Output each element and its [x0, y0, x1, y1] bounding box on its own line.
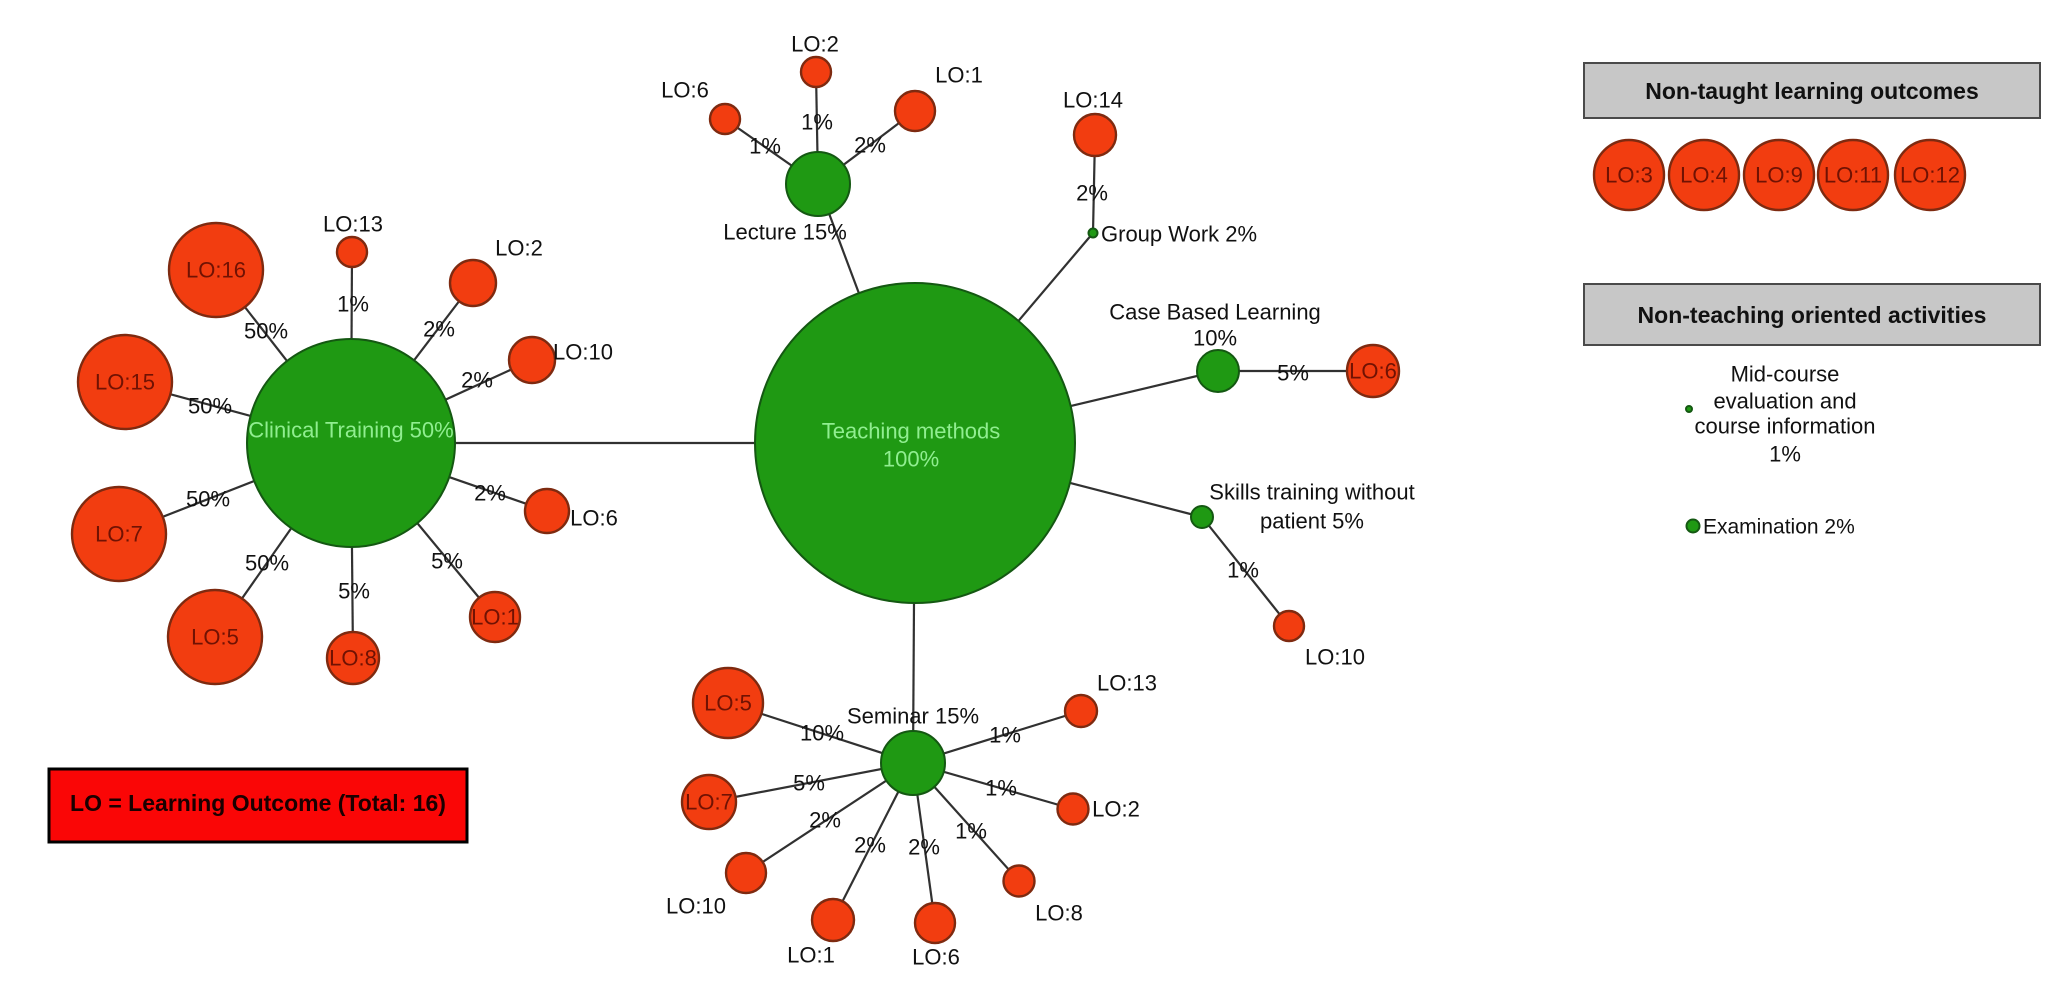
svg-text:LO:6: LO:6 [1349, 359, 1397, 384]
svg-text:LO:2: LO:2 [791, 32, 839, 57]
svg-text:LO:7: LO:7 [685, 790, 733, 815]
svg-text:1%: 1% [1227, 558, 1259, 583]
svg-text:LO:5: LO:5 [191, 625, 239, 650]
svg-text:LO:7: LO:7 [95, 522, 143, 547]
svg-text:2%: 2% [474, 481, 506, 506]
svg-text:2%: 2% [854, 133, 886, 158]
svg-text:LO:9: LO:9 [1755, 163, 1803, 188]
svg-text:LO:13: LO:13 [1097, 671, 1157, 696]
svg-text:50%: 50% [186, 487, 230, 512]
svg-text:2%: 2% [423, 317, 455, 342]
svg-text:LO:10: LO:10 [666, 894, 726, 919]
svg-text:LO:12: LO:12 [1900, 163, 1960, 188]
svg-text:LO:14: LO:14 [1063, 88, 1123, 113]
svg-text:10%: 10% [800, 721, 844, 746]
svg-text:50%: 50% [244, 319, 288, 344]
svg-text:1%: 1% [955, 819, 987, 844]
svg-text:5%: 5% [1277, 361, 1309, 386]
svg-text:Lecture 15%: Lecture 15% [723, 220, 847, 245]
svg-text:100%: 100% [883, 447, 939, 472]
svg-text:LO:3: LO:3 [1605, 163, 1653, 188]
svg-text:1%: 1% [801, 110, 833, 135]
svg-text:2%: 2% [908, 835, 940, 860]
svg-text:LO = Learning Outcome (Total:: LO = Learning Outcome (Total: 16) [70, 790, 446, 816]
svg-text:LO:1: LO:1 [787, 943, 835, 968]
svg-text:LO:1: LO:1 [471, 605, 519, 630]
svg-text:LO:16: LO:16 [186, 258, 246, 283]
svg-text:1%: 1% [1769, 442, 1801, 467]
svg-text:LO:10: LO:10 [553, 340, 613, 365]
svg-text:5%: 5% [338, 579, 370, 604]
svg-text:50%: 50% [188, 394, 232, 419]
svg-text:2%: 2% [1076, 181, 1108, 206]
svg-text:1%: 1% [749, 134, 781, 159]
svg-text:LO:2: LO:2 [1092, 797, 1140, 822]
svg-text:50%: 50% [245, 551, 289, 576]
svg-text:LO:8: LO:8 [1035, 901, 1083, 926]
svg-text:2%: 2% [809, 808, 841, 833]
svg-text:course information: course information [1695, 414, 1876, 439]
svg-text:evaluation and: evaluation and [1713, 389, 1856, 414]
svg-text:Case Based Learning: Case Based Learning [1109, 300, 1321, 325]
svg-text:patient 5%: patient 5% [1260, 509, 1364, 534]
svg-text:5%: 5% [793, 771, 825, 796]
svg-text:Examination 2%: Examination 2% [1703, 516, 1855, 539]
svg-text:LO:11: LO:11 [1824, 163, 1882, 188]
svg-text:10%: 10% [1193, 326, 1237, 351]
svg-text:Seminar 15%: Seminar 15% [847, 704, 979, 729]
svg-text:LO:8: LO:8 [329, 646, 377, 671]
svg-text:5%: 5% [431, 549, 463, 574]
svg-text:LO:5: LO:5 [704, 691, 752, 716]
svg-text:Non-taught learning outcomes: Non-taught learning outcomes [1645, 78, 1979, 104]
svg-text:LO:1: LO:1 [935, 63, 983, 88]
svg-text:Mid-course: Mid-course [1731, 362, 1840, 387]
svg-text:1%: 1% [337, 292, 369, 317]
svg-text:LO:13: LO:13 [323, 212, 383, 237]
svg-text:LO:2: LO:2 [495, 236, 543, 261]
svg-text:2%: 2% [854, 833, 886, 858]
svg-text:2%: 2% [461, 368, 493, 393]
svg-text:LO:6: LO:6 [661, 78, 709, 103]
svg-text:LO:6: LO:6 [570, 506, 618, 531]
svg-text:Group Work 2%: Group Work 2% [1101, 222, 1257, 247]
svg-text:LO:6: LO:6 [912, 945, 960, 970]
svg-text:1%: 1% [985, 776, 1017, 801]
svg-text:Clinical Training 50%: Clinical Training 50% [248, 418, 453, 443]
svg-text:LO:15: LO:15 [95, 370, 155, 395]
svg-text:LO:10: LO:10 [1305, 645, 1365, 670]
svg-text:LO:4: LO:4 [1680, 163, 1728, 188]
svg-text:Non-teaching oriented activiti: Non-teaching oriented activities [1638, 302, 1987, 328]
svg-text:Skills training without: Skills training without [1209, 480, 1414, 505]
svg-text:Teaching methods: Teaching methods [822, 419, 1001, 444]
svg-text:1%: 1% [989, 723, 1021, 748]
